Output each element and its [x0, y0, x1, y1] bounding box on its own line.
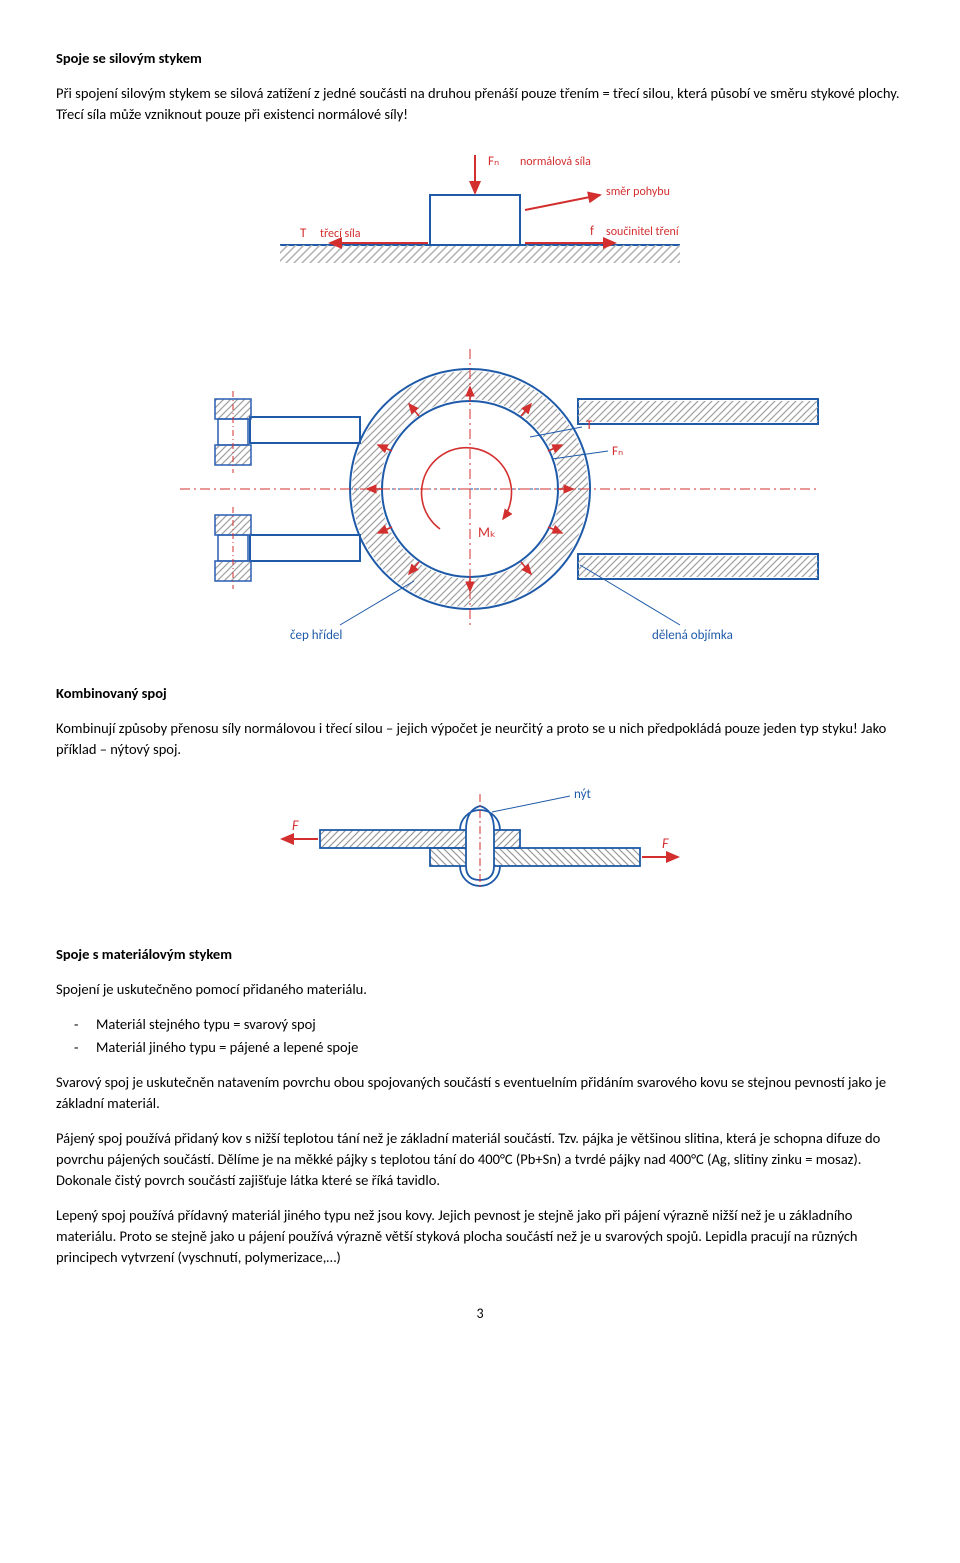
label-f-text: součinitel tření — [606, 225, 680, 239]
label-t-text: třecí síla — [320, 227, 361, 241]
material-types-list: Materiál stejného typu = svarový spoj Ma… — [56, 1014, 904, 1058]
para-solder: Pájený spoj používá přidaný kov s nižší … — [56, 1128, 904, 1191]
label-clamp-fn: Fₙ — [612, 444, 623, 459]
figure-rivet-joint: nýt F F — [56, 780, 904, 916]
label-t-symbol: T — [300, 226, 307, 241]
list-item-weld: Materiál stejného typu = svarový spoj — [96, 1014, 904, 1035]
heading-combined-joint: Kombinovaný spoj — [56, 683, 904, 704]
para-friction-joint: Při spojení silovým stykem se silová zat… — [56, 83, 904, 125]
label-nyt: nýt — [574, 787, 592, 802]
label-fn-text: normálová síla — [520, 155, 591, 169]
label-cep-hridel: čep hřídel — [290, 628, 342, 643]
label-f-right: F — [662, 835, 669, 852]
label-clamp-t: T — [586, 418, 593, 433]
label-smer-pohybu: směr pohybu — [606, 185, 670, 199]
label-mk: Mₖ — [478, 524, 496, 541]
figure-clamp-shaft: Mₖ T Fₙ čep hřídel dělená objímka — [56, 329, 904, 655]
para-weld: Svarový spoj je uskutečněn natavením pov… — [56, 1072, 904, 1114]
label-f-left: F — [292, 817, 299, 834]
label-delena-objimka: dělená objímka — [652, 628, 733, 643]
para-combined-joint: Kombinují způsoby přenosu síly normálovo… — [56, 718, 904, 760]
list-item-solder-glue: Materiál jiného typu = pájené a lepené s… — [96, 1037, 904, 1058]
heading-friction-joint: Spoje se silovým stykem — [56, 48, 904, 69]
para-material-intro: Spojení je uskutečněno pomocí přidaného … — [56, 979, 904, 1000]
figure-friction-diagram: Fₙ normálová síla směr pohybu T třecí sí… — [56, 145, 904, 301]
heading-material-joint: Spoje s materiálovým stykem — [56, 944, 904, 965]
label-fn-symbol: Fₙ — [488, 154, 499, 169]
page-number: 3 — [56, 1304, 904, 1324]
para-glue: Lepený spoj používá přídavný materiál ji… — [56, 1205, 904, 1268]
label-f-symbol: f — [590, 224, 594, 239]
